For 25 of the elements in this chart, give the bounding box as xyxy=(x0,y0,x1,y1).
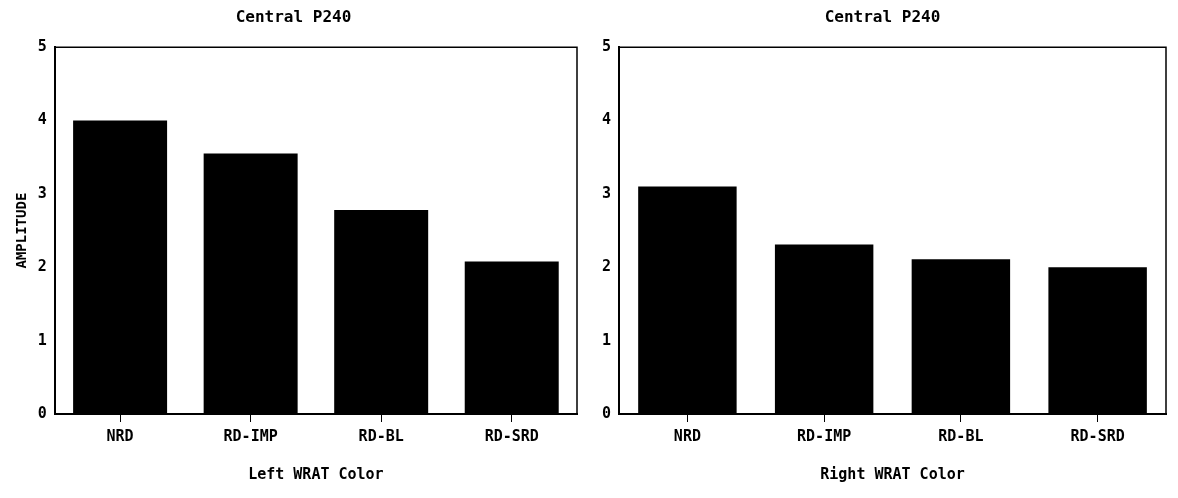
y-tick-label: 3 xyxy=(37,183,47,202)
y-tick-label: 0 xyxy=(37,403,47,422)
y-tick-label: 4 xyxy=(602,110,612,129)
x-tick-label: RD-BL xyxy=(938,426,984,445)
x-axis-title: Left WRAT Color xyxy=(248,464,384,483)
y-tick-label: 1 xyxy=(37,330,47,349)
y-tick-label: 0 xyxy=(602,403,612,422)
x-tick-label: RD-IMP xyxy=(797,426,852,445)
x-tick-label: RD-BL xyxy=(358,426,404,445)
y-tick-label: 2 xyxy=(602,257,612,276)
y-tick-label: 5 xyxy=(602,37,612,56)
y-axis-title: AMPLITUDE xyxy=(13,192,30,269)
y-tick-label: 1 xyxy=(602,330,612,349)
x-tick-label: RD-SRD xyxy=(1070,426,1125,445)
chart-title: Central P240 xyxy=(824,6,941,26)
y-tick-label: 2 xyxy=(37,257,47,276)
chart-title: Central P240 xyxy=(235,6,352,26)
x-tick-label: NRD xyxy=(106,426,134,445)
x-tick-label: NRD xyxy=(673,426,701,445)
x-tick-label: RD-IMP xyxy=(223,426,278,445)
y-tick-label: 3 xyxy=(602,183,612,202)
y-tick-label: 4 xyxy=(37,110,47,129)
y-tick-label: 5 xyxy=(37,37,47,56)
x-axis-title: Right WRAT Color xyxy=(820,464,965,483)
x-tick-label: RD-SRD xyxy=(484,426,539,445)
